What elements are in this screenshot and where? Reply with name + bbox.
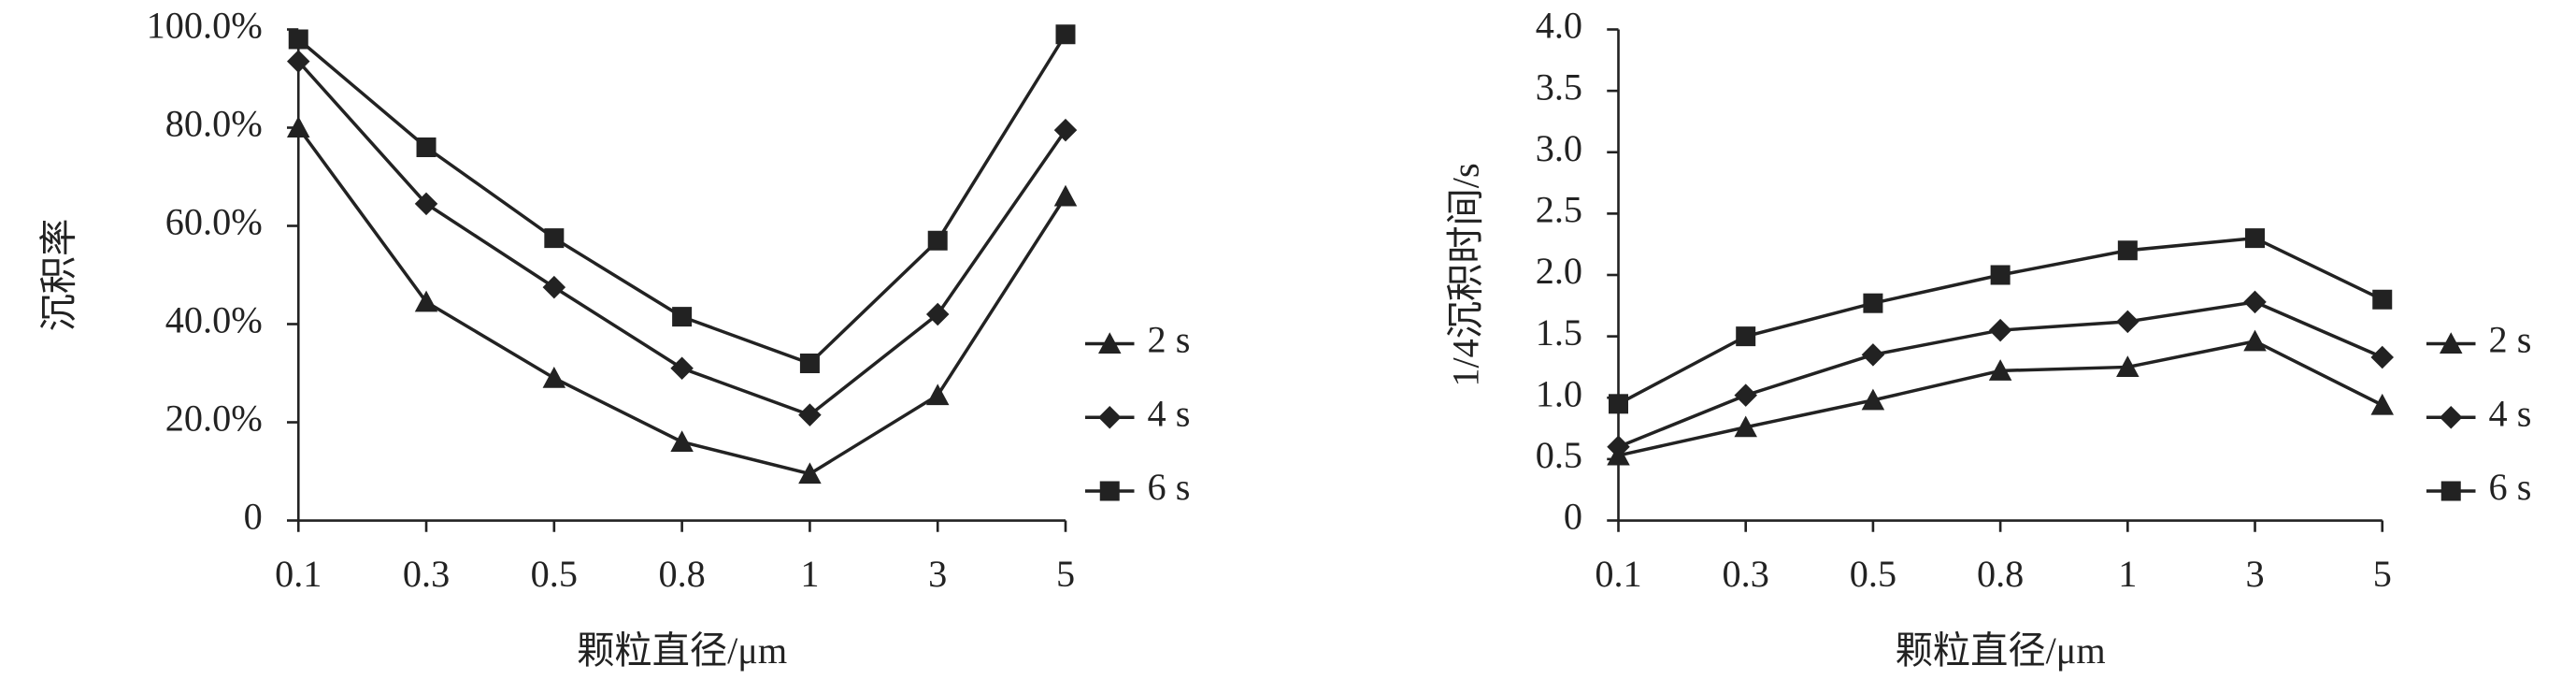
x-axis-label: 颗粒直径/μm bbox=[577, 629, 787, 672]
x-tick-label: 3 bbox=[928, 553, 947, 595]
marker-square bbox=[2440, 481, 2461, 501]
marker-triangle bbox=[2116, 355, 2140, 377]
marker-square bbox=[1055, 24, 1076, 45]
series-line bbox=[1618, 340, 2383, 457]
x-tick-label: 5 bbox=[2373, 553, 2392, 595]
marker-square bbox=[544, 228, 565, 249]
marker-triangle bbox=[798, 462, 822, 484]
marker-square bbox=[416, 137, 436, 157]
marker-square bbox=[2117, 240, 2138, 261]
marker-diamond bbox=[798, 403, 822, 427]
x-tick-label: 0.3 bbox=[403, 553, 450, 595]
marker-diamond bbox=[1988, 318, 2012, 342]
x-axis-label: 颗粒直径/μm bbox=[1896, 629, 2106, 672]
y-tick-label: 2.0 bbox=[1536, 250, 1582, 292]
marker-diamond bbox=[2440, 406, 2463, 429]
y-tick-label: 100.0% bbox=[147, 5, 263, 47]
marker-diamond bbox=[925, 302, 950, 326]
marker-diamond bbox=[2243, 290, 2267, 314]
marker-square bbox=[799, 354, 820, 373]
marker-diamond bbox=[2116, 310, 2140, 334]
marker-square bbox=[2372, 289, 2393, 310]
y-tick-label: 3.5 bbox=[1536, 65, 1582, 108]
marker-triangle bbox=[670, 430, 694, 452]
marker-triangle bbox=[287, 116, 310, 137]
marker-triangle bbox=[542, 367, 566, 388]
x-tick-label: 0.8 bbox=[1977, 553, 2024, 595]
legend-label: 6 s bbox=[2489, 466, 2532, 508]
y-tick-label: 80.0% bbox=[165, 103, 263, 145]
y-axis-label: 1/4沉积时间/s bbox=[1444, 163, 1486, 386]
y-tick-label: 2.5 bbox=[1536, 189, 1582, 231]
marker-diamond bbox=[1607, 435, 1630, 458]
marker-square bbox=[1990, 265, 2011, 285]
marker-diamond bbox=[1734, 383, 1757, 407]
x-tick-label: 0.3 bbox=[1723, 553, 1769, 595]
y-axis-label: 沉积率 bbox=[37, 219, 79, 332]
marker-square bbox=[1863, 293, 1883, 313]
marker-square bbox=[2245, 228, 2266, 249]
y-tick-label: 60.0% bbox=[165, 201, 263, 243]
marker-triangle bbox=[1053, 184, 1078, 207]
y-tick-label: 20.0% bbox=[165, 398, 263, 440]
marker-square bbox=[927, 230, 948, 251]
y-tick-label: 40.0% bbox=[165, 299, 263, 341]
marker-square bbox=[288, 29, 308, 50]
x-tick-label: 1 bbox=[2118, 553, 2137, 595]
marker-diamond bbox=[1098, 406, 1122, 429]
x-tick-label: 5 bbox=[1056, 553, 1075, 595]
marker-square bbox=[672, 307, 693, 327]
y-tick-label: 0.5 bbox=[1536, 434, 1582, 476]
x-tick-label: 0.5 bbox=[531, 553, 578, 595]
marker-diamond bbox=[287, 50, 310, 73]
y-tick-label: 4.0 bbox=[1536, 5, 1582, 47]
marker-triangle bbox=[2370, 393, 2394, 415]
marker-square bbox=[1736, 326, 1756, 347]
marker-diamond bbox=[414, 192, 438, 216]
legend-label: 6 s bbox=[1148, 466, 1191, 508]
x-tick-label: 0.1 bbox=[275, 553, 322, 595]
x-tick-label: 0.5 bbox=[1850, 553, 1896, 595]
marker-diamond bbox=[670, 356, 694, 380]
marker-diamond bbox=[1861, 343, 1885, 367]
marker-triangle bbox=[414, 290, 438, 312]
y-tick-label: 0 bbox=[1564, 496, 1582, 538]
marker-triangle bbox=[1098, 332, 1122, 354]
x-tick-label: 1 bbox=[800, 553, 819, 595]
y-tick-label: 1.0 bbox=[1536, 372, 1582, 414]
y-tick-label: 3.0 bbox=[1536, 127, 1582, 169]
marker-square bbox=[1099, 481, 1120, 501]
marker-triangle bbox=[925, 383, 950, 406]
x-tick-label: 0.8 bbox=[658, 553, 705, 595]
y-tick-label: 1.5 bbox=[1536, 311, 1582, 354]
marker-triangle bbox=[2440, 332, 2463, 354]
x-tick-label: 0.1 bbox=[1595, 553, 1641, 595]
marker-diamond bbox=[542, 275, 566, 299]
series-line bbox=[296, 126, 1067, 476]
marker-triangle bbox=[1734, 415, 1757, 438]
x-tick-label: 3 bbox=[2245, 553, 2264, 595]
marker-diamond bbox=[1053, 118, 1078, 142]
legend-label: 2 s bbox=[1148, 319, 1191, 361]
marker-triangle bbox=[1861, 388, 1885, 411]
marker-square bbox=[1609, 394, 1628, 414]
y-tick-label: 0 bbox=[244, 496, 263, 538]
marker-triangle bbox=[1988, 359, 2012, 381]
legend-label: 4 s bbox=[2489, 392, 2532, 434]
legend-label: 4 s bbox=[1148, 392, 1191, 434]
marker-triangle bbox=[2243, 329, 2267, 352]
marker-diamond bbox=[2370, 345, 2394, 369]
legend-label: 2 s bbox=[2489, 319, 2532, 361]
